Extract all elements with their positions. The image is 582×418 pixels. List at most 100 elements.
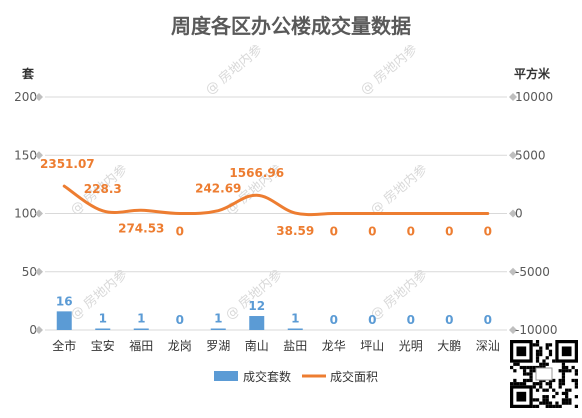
legend-label-bar: 成交套数 [243,369,291,384]
qr-module [571,378,575,383]
qr-module [555,391,559,396]
qr-module [568,388,572,392]
qr-module [545,343,549,347]
qr-module [535,382,540,386]
legend-swatch-bar [214,371,238,381]
bar-series: 16 1 1 0 1 12 1 0 0 0 0 0 [56,294,492,330]
bar-福田 [133,328,149,330]
qr-logo [535,367,553,381]
line-path [62,184,490,217]
qr-module [552,378,556,383]
left-tick-label: 50 [22,265,37,279]
qr-module [516,382,520,386]
bar-value-label: 0 [368,313,376,327]
qr-module [542,362,546,366]
qr-finder-core [516,346,527,357]
qr-module [565,388,569,392]
line-value-label: 1566.96 [229,166,284,180]
right-tick-label: 0 [515,207,523,221]
qr-module [545,395,549,399]
qr-module [548,343,553,347]
qr-module [522,372,527,376]
qr-module [522,365,527,370]
bar-value-label: 0 [445,313,453,327]
right-tick-marker [509,326,517,334]
qr-module [565,398,569,402]
qr-module [545,398,549,402]
qr-module [513,369,517,373]
qr-module [532,398,536,402]
qr-module [558,382,562,386]
category-label: 宝安 [91,338,115,353]
line-value-label: 0 [176,225,184,239]
grid [45,96,507,331]
qr-module [529,369,533,373]
line-value-label: 228.3 [84,182,122,196]
qr-module [535,359,540,363]
qr-module [545,404,549,408]
left-tick-label: 200 [14,90,37,104]
qr-module [568,398,572,402]
qr-module [539,385,543,389]
watermark-text: @ 房地内参 [367,161,430,218]
right-axis: 10000 5000 0 -5000 -10000 [509,90,558,337]
right-tick-marker [509,267,517,276]
qr-module [565,395,569,399]
qr-module [513,378,517,383]
qr-module [516,362,520,366]
qr-module [519,382,523,386]
left-tick-label: 100 [14,207,37,221]
qr-module [552,404,556,408]
watermark-layer: @ 房地内参 @ 房地内参@ 房地内参 @ 房地内参 @ 房地内参@ 房地内参 @ 房地… [67,41,430,323]
bar-value-label: 16 [56,294,73,308]
watermark-text: @ 房地内参 [357,41,420,98]
qr-module [539,382,543,386]
qr-module [535,356,540,360]
qr-module [561,372,566,376]
qr-module [535,352,540,357]
qr-module [555,404,559,408]
bar-value-label: 1 [99,312,107,326]
right-tick-label: 10000 [515,90,553,104]
watermark-text: @ 房地内参 [367,266,430,323]
qr-module [574,404,578,408]
qr-module [522,369,527,373]
qr-module [548,352,553,357]
category-label: 龙岗 [168,339,192,353]
watermark-text: @ 房地内参 [222,266,285,323]
qr-module [535,349,540,353]
qr-module [555,401,559,405]
left-tick-marker [35,93,43,101]
bar-value-label: 1 [291,312,299,326]
qr-module [552,395,556,399]
qr-module [529,375,533,379]
qr-module [574,369,578,373]
qr-module [574,385,578,389]
qr-module [542,359,546,363]
category-label: 龙华 [322,339,346,353]
qr-module [548,404,553,408]
bar-罗湖 [210,328,226,330]
watermark-text: @ 房地内参 [202,41,265,98]
qr-module [548,382,553,386]
qr-module [539,352,543,357]
bar-全市 [56,311,72,330]
qr-module [561,369,566,373]
qr-module [558,369,562,373]
qr-module [574,378,578,383]
category-label: 大鹏 [437,339,461,353]
qr-module [513,362,517,366]
qr-module [548,385,553,389]
legend-label-line: 成交面积 [330,369,378,384]
qr-module [539,346,543,350]
qr-module [545,388,549,392]
qr-module [545,346,549,350]
qr-code-icon [510,340,578,408]
category-label: 盐田 [283,339,307,353]
qr-module [561,362,566,366]
qr-module [532,382,536,386]
qr-module [529,365,533,370]
bar-南山 [249,316,265,330]
bar-value-label: 0 [484,313,492,327]
